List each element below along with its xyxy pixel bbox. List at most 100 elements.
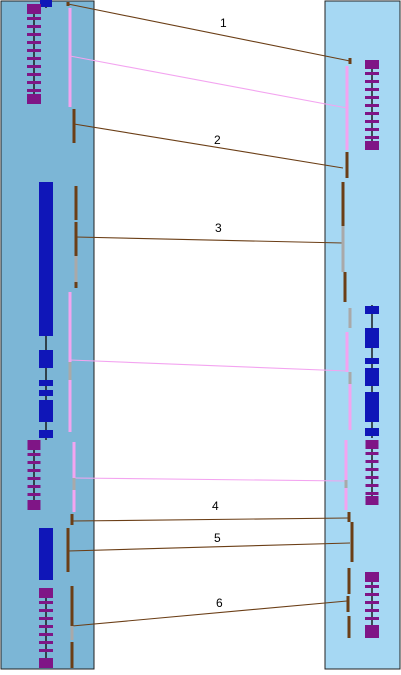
gene-exon xyxy=(27,461,41,464)
link-layer xyxy=(67,3,351,627)
chromosome-segment xyxy=(70,626,74,640)
chromosome-segment xyxy=(345,66,349,150)
gene-exon xyxy=(365,572,379,582)
gene-exon xyxy=(27,49,41,52)
gene-exon xyxy=(27,469,41,472)
chromosome-segment xyxy=(72,478,76,490)
gene-exon xyxy=(27,485,41,488)
gene-exon xyxy=(365,585,379,588)
link-line xyxy=(75,236,344,244)
gene-exon xyxy=(27,41,41,44)
gene-exon xyxy=(39,633,53,636)
chromosome-segment xyxy=(350,522,354,562)
chromosome-segment xyxy=(343,272,347,302)
gene-exon xyxy=(365,358,379,364)
gene-exon xyxy=(365,601,379,604)
chromosome-segment xyxy=(72,442,76,478)
link-label: 2 xyxy=(214,133,221,147)
gene-exon xyxy=(365,428,379,436)
gene-exon xyxy=(365,96,379,99)
chromosome-segment xyxy=(344,480,348,488)
gene-exon xyxy=(365,112,379,115)
gene-exon xyxy=(365,128,379,131)
gene-exon xyxy=(365,492,379,495)
chromosome-segment xyxy=(344,488,348,510)
chromosome-segment xyxy=(345,152,349,178)
label-layer: 1 2 3 4 5 6 xyxy=(212,16,227,610)
link-line xyxy=(71,600,348,627)
gene-exon xyxy=(40,0,52,7)
chromosome-segment xyxy=(347,616,351,638)
gene-exon xyxy=(27,4,41,14)
gene-exon xyxy=(39,182,53,336)
gene-exon xyxy=(365,368,379,386)
gene-exon xyxy=(365,104,379,107)
chromosome-segment xyxy=(344,440,348,480)
gene-exon xyxy=(39,588,53,598)
gene-exon xyxy=(39,625,53,628)
segment-layer xyxy=(66,2,354,668)
link-line xyxy=(73,123,344,169)
chromosome-segment xyxy=(72,109,76,143)
gene-exon xyxy=(39,617,53,620)
chromosome-segment xyxy=(70,586,74,626)
link-line xyxy=(67,3,351,62)
chromosome-segment xyxy=(68,362,72,380)
gene-exon xyxy=(365,72,379,75)
gene-exon xyxy=(365,496,379,505)
chromosome-segment xyxy=(74,186,78,220)
gene-exon xyxy=(27,94,41,104)
chromosome-segment xyxy=(68,8,72,107)
gene-exon xyxy=(39,380,53,386)
gene-exon xyxy=(365,141,379,150)
chromosome-segment xyxy=(70,642,74,668)
gene-exon xyxy=(365,628,379,638)
chromosome-segment xyxy=(341,226,345,272)
chromosome-segment xyxy=(74,256,78,282)
gene-exon xyxy=(365,617,379,620)
gene-exon xyxy=(27,493,41,496)
gene-exon xyxy=(365,625,379,628)
gene-exon xyxy=(365,593,379,596)
gene-exon xyxy=(39,528,53,580)
chromosome-segment xyxy=(348,384,352,430)
gene-exon xyxy=(27,453,41,456)
chromosome-segment xyxy=(74,222,78,256)
gene-exon xyxy=(27,81,41,84)
gene-exon xyxy=(27,440,41,450)
right-chromosome-panel xyxy=(324,0,401,670)
gene-exon xyxy=(27,17,41,20)
chromosome-segment xyxy=(346,596,350,612)
gene-exon xyxy=(365,120,379,123)
gene-exon xyxy=(365,609,379,612)
gene-exon xyxy=(39,350,53,368)
gene-exon xyxy=(365,484,379,487)
chromosome-segment xyxy=(66,2,70,6)
gene-exon xyxy=(365,88,379,91)
link-label: 1 xyxy=(220,16,227,30)
gene-exon xyxy=(39,641,53,644)
chromosome-segment xyxy=(348,58,352,64)
chromosome-segment xyxy=(345,332,349,372)
link-label: 5 xyxy=(214,531,221,545)
gene-exon xyxy=(365,60,379,69)
chromosome-segment xyxy=(74,282,78,288)
gene-exon xyxy=(365,460,379,463)
gene-layer xyxy=(27,0,379,668)
chromosome-segment xyxy=(70,514,74,525)
gene-exon xyxy=(39,658,53,668)
chromosome-segment xyxy=(348,372,352,384)
gene-exon xyxy=(365,136,379,139)
gene-exon xyxy=(365,440,379,449)
gene-exon xyxy=(39,400,53,422)
chromosome-segment xyxy=(72,490,76,512)
link-line xyxy=(67,542,351,552)
gene-exon xyxy=(365,80,379,83)
gene-exon xyxy=(365,476,379,479)
chromosome-segment xyxy=(348,308,352,328)
gene-exon xyxy=(365,306,379,314)
gene-exon xyxy=(27,500,41,510)
chromosome-segment xyxy=(341,182,345,226)
